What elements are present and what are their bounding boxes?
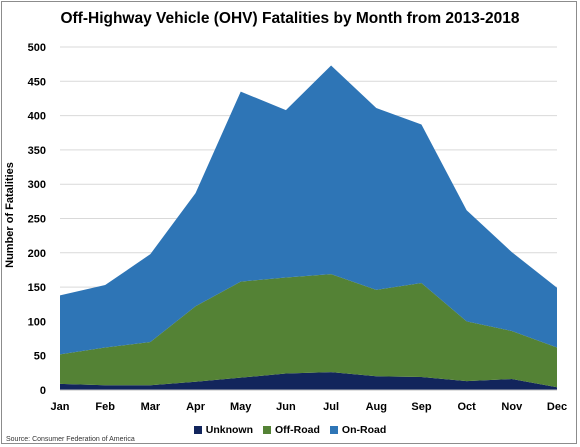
y-tick-label: 250 bbox=[28, 214, 46, 226]
y-tick-label: 300 bbox=[28, 179, 46, 191]
y-tick-label: 200 bbox=[28, 248, 46, 260]
x-tick-label: Apr bbox=[186, 401, 206, 413]
legend-item: On-Road bbox=[329, 424, 387, 437]
y-tick-label: 500 bbox=[28, 42, 46, 54]
y-tick-label: 0 bbox=[40, 385, 46, 397]
area-unknown bbox=[60, 372, 557, 390]
x-tick-label: Mar bbox=[141, 401, 161, 413]
source-note: Source: Consumer Federation of America bbox=[6, 436, 135, 443]
x-tick-label: May bbox=[230, 401, 252, 413]
y-tick-label: 50 bbox=[34, 351, 46, 363]
legend-swatch bbox=[263, 426, 271, 435]
area-on-road bbox=[60, 65, 557, 355]
y-tick-label: 400 bbox=[28, 111, 46, 123]
legend-label: On-Road bbox=[341, 424, 387, 437]
area-off-road bbox=[60, 274, 557, 388]
y-tick-label: 350 bbox=[28, 145, 46, 157]
chart-title: Off-Highway Vehicle (OHV) Fatalities by … bbox=[60, 10, 520, 27]
x-tick-label: Oct bbox=[457, 401, 476, 413]
y-tick-label: 100 bbox=[28, 316, 46, 328]
x-tick-label: Aug bbox=[366, 401, 387, 413]
legend-label: Unknown bbox=[205, 424, 253, 437]
x-tick-label: Dec bbox=[547, 401, 567, 413]
x-tick-label: Jan bbox=[51, 401, 70, 413]
x-tick-label: Sep bbox=[411, 401, 431, 413]
x-tick-label: Jul bbox=[323, 401, 339, 413]
x-tick-label: Nov bbox=[501, 401, 523, 413]
legend-label: Off-Road bbox=[275, 424, 320, 437]
legend-item: Unknown bbox=[193, 424, 253, 437]
x-tick-label: Feb bbox=[95, 401, 115, 413]
legend-swatch bbox=[329, 426, 338, 435]
legend: Unknown Off-Road On-Road bbox=[0, 424, 580, 436]
y-tick-label: 450 bbox=[28, 76, 46, 88]
legend-item: Off-Road bbox=[263, 424, 320, 436]
x-tick-label: Jun bbox=[276, 401, 296, 413]
y-tick-label: 150 bbox=[28, 282, 46, 294]
legend-swatch bbox=[193, 426, 202, 435]
